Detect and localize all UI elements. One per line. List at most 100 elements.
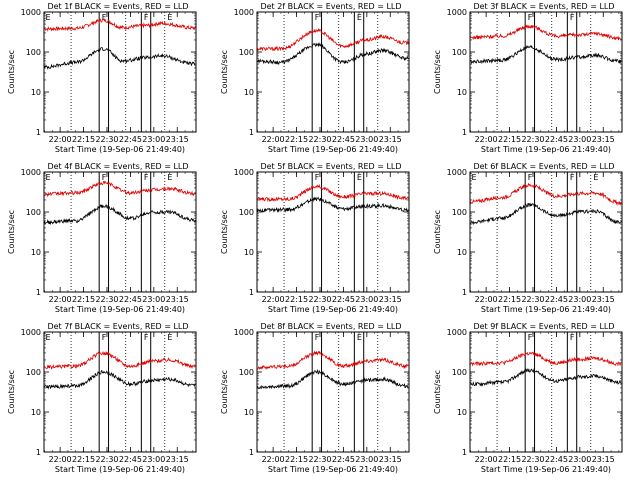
lld-series-line: [257, 350, 409, 371]
event-marker-label: E: [167, 13, 172, 22]
y-tick-label: 100: [239, 368, 254, 377]
x-tick-label: 22:45: [545, 295, 568, 304]
x-tick-label: 22:00: [49, 455, 72, 464]
x-tick-label: 22:30: [308, 455, 331, 464]
x-tick-label: 22:15: [285, 135, 308, 144]
panel-title: Det 2f BLACK = Events, RED = LLD: [260, 2, 401, 11]
y-tick-label: 10: [244, 408, 254, 417]
event-marker-label: F: [528, 173, 533, 182]
x-tick-label: 22:00: [475, 455, 498, 464]
y-tick-label: 100: [452, 208, 467, 217]
x-tick-label: 22:30: [521, 455, 544, 464]
event-marker-label: E: [46, 173, 51, 182]
y-tick-label: 100: [26, 48, 41, 57]
y-axis-label: Counts/sec: [7, 210, 16, 254]
x-tick-label: 23:15: [592, 135, 615, 144]
y-tick-label: 1000: [447, 8, 467, 17]
lld-series-line: [44, 18, 196, 32]
x-tick-label: 22:15: [498, 135, 521, 144]
lld-series-line: [470, 351, 622, 367]
x-tick-label: 23:15: [379, 135, 402, 144]
x-tick-label: 22:45: [545, 135, 568, 144]
detector-panel-9: Det 9f BLACK = Events, RED = LLD 1 10 100 10…: [433, 322, 623, 474]
lld-series-line: [257, 27, 409, 52]
y-tick-label: 100: [26, 208, 41, 217]
plot-frame: [43, 331, 197, 453]
x-tick-label: 23:15: [379, 295, 402, 304]
y-tick-label: 1000: [447, 168, 467, 177]
x-tick-label: 22:45: [332, 295, 355, 304]
events-series-line: [44, 370, 196, 390]
event-marker-label: F: [315, 13, 320, 22]
y-axis-label: Counts/sec: [220, 50, 229, 94]
event-marker-label: F: [144, 13, 149, 22]
x-tick-label: 22:45: [332, 135, 355, 144]
event-marker-label: F: [315, 333, 320, 342]
x-tick-label: 23:15: [166, 295, 189, 304]
events-series-line: [257, 196, 409, 214]
plot-frame: [469, 11, 623, 133]
y-tick-label: 1000: [447, 328, 467, 337]
x-tick-label: 22:30: [521, 135, 544, 144]
events-series-line: [470, 367, 622, 387]
x-tick-label: 23:00: [568, 135, 591, 144]
y-tick-label: 1000: [21, 168, 41, 177]
y-tick-label: 100: [239, 208, 254, 217]
y-tick-label: 1: [462, 128, 467, 137]
y-tick-label: 1: [462, 288, 467, 297]
x-tick-label: 23:15: [592, 295, 615, 304]
panel-title: Det 4f BLACK = Events, RED = LLD: [47, 162, 188, 171]
x-tick-label: 22:00: [475, 135, 498, 144]
event-marker-label: E: [357, 333, 362, 342]
x-tick-label: 22:45: [119, 455, 142, 464]
x-tick-label: 22:45: [119, 135, 142, 144]
x-tick-label: 22:30: [308, 295, 331, 304]
x-tick-label: 22:15: [72, 135, 95, 144]
x-axis-label: Start Time (19-Sep-06 21:49:40): [268, 305, 398, 314]
event-marker-label: E: [357, 13, 362, 22]
x-axis-label: Start Time (19-Sep-06 21:49:40): [55, 305, 185, 314]
detector-panel-2: Det 2f BLACK = Events, RED = LLD 1 10 100 10…: [220, 2, 410, 154]
x-tick-label: 22:30: [95, 455, 118, 464]
event-marker-label: E: [593, 173, 598, 182]
panel-title: Det 1f BLACK = Events, RED = LLD: [47, 2, 188, 11]
plot-frame: [256, 331, 410, 453]
y-tick-label: 10: [457, 408, 467, 417]
event-marker-label: F: [144, 333, 149, 342]
plot-frame: [43, 171, 197, 293]
y-axis-label: Counts/sec: [433, 210, 442, 254]
detector-panel-8: Det 8f BLACK = Events, RED = LLD 1 10 100 10…: [220, 322, 410, 474]
events-series-line: [470, 202, 622, 226]
x-axis-label: Start Time (19-Sep-06 21:49:40): [481, 465, 611, 474]
lld-series-line: [44, 180, 196, 198]
event-marker-label: F: [528, 13, 533, 22]
x-tick-label: 23:15: [592, 455, 615, 464]
x-tick-label: 23:00: [142, 135, 165, 144]
y-tick-label: 1: [36, 288, 41, 297]
y-axis-label: Counts/sec: [433, 370, 442, 414]
events-series-line: [257, 42, 409, 65]
event-marker-label: E: [167, 173, 172, 182]
lld-series-line: [257, 183, 409, 203]
event-marker-label: F: [144, 173, 149, 182]
y-tick-label: 10: [31, 88, 41, 97]
panel-title: Det 6f BLACK = Events, RED = LLD: [473, 162, 614, 171]
x-tick-label: 22:00: [49, 135, 72, 144]
event-marker-label: F: [102, 333, 107, 342]
x-tick-label: 22:00: [262, 295, 285, 304]
detector-panel-6: Det 6f BLACK = Events, RED = LLD 1 10 100 10…: [433, 162, 623, 314]
event-marker-label: F: [102, 13, 107, 22]
x-tick-label: 22:15: [285, 455, 308, 464]
y-axis-label: Counts/sec: [7, 50, 16, 94]
events-series-line: [44, 47, 196, 70]
event-marker-label: E: [46, 333, 51, 342]
y-tick-label: 1: [249, 128, 254, 137]
x-tick-label: 23:00: [568, 455, 591, 464]
x-axis-label: Start Time (19-Sep-06 21:49:40): [481, 145, 611, 154]
y-tick-label: 1: [36, 128, 41, 137]
events-series-line: [257, 369, 409, 390]
plot-frame: [469, 171, 623, 293]
events-series-line: [44, 204, 196, 226]
x-tick-label: 22:15: [285, 295, 308, 304]
